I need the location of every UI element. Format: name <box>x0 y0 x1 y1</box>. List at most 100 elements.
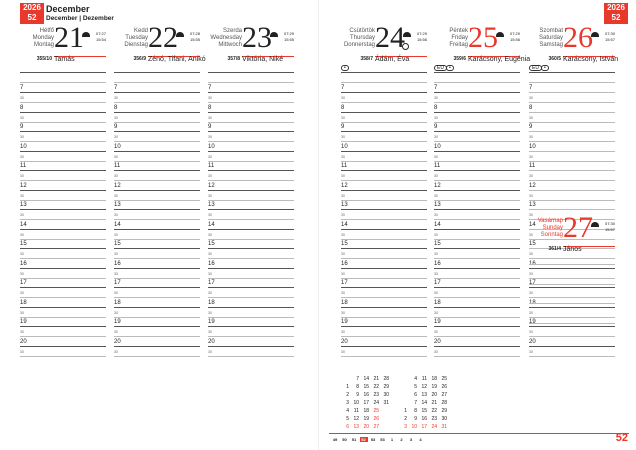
half-hour-line[interactable] <box>208 355 294 357</box>
half-hour-line[interactable] <box>341 141 427 142</box>
half-hour-line[interactable] <box>114 277 200 279</box>
hour-line[interactable] <box>529 267 615 269</box>
half-hour-line[interactable] <box>341 316 427 318</box>
half-hour-line[interactable] <box>341 199 427 201</box>
hour-line[interactable] <box>208 345 294 347</box>
half-hour-line[interactable] <box>434 121 520 123</box>
hour-line[interactable] <box>114 92 200 93</box>
half-hour-line[interactable] <box>208 277 294 279</box>
half-hour-line[interactable] <box>208 160 294 162</box>
half-hour-line[interactable] <box>529 199 615 201</box>
half-hour-line[interactable] <box>114 121 200 123</box>
note-line[interactable] <box>208 82 294 83</box>
half-hour-line[interactable] <box>20 180 106 181</box>
note-line[interactable] <box>341 82 427 83</box>
half-hour-line[interactable] <box>434 316 520 318</box>
note-line[interactable] <box>529 72 615 73</box>
half-hour-line[interactable] <box>114 102 200 103</box>
half-hour-line[interactable] <box>341 160 427 162</box>
hour-line[interactable] <box>434 189 520 191</box>
half-hour-line[interactable] <box>20 199 106 201</box>
hour-line[interactable] <box>208 267 294 269</box>
half-hour-line[interactable] <box>114 258 200 259</box>
half-hour-line[interactable] <box>20 141 106 142</box>
week-number[interactable]: 50 <box>342 437 347 442</box>
note-line[interactable] <box>529 131 615 132</box>
hour-line[interactable] <box>114 189 200 191</box>
note-line[interactable] <box>20 82 106 83</box>
hour-line[interactable] <box>208 131 294 132</box>
hour-line[interactable] <box>341 248 427 249</box>
half-hour-line[interactable] <box>341 238 427 240</box>
week-number[interactable]: 51 <box>351 437 357 442</box>
half-hour-line[interactable] <box>114 160 200 162</box>
note-line[interactable] <box>529 170 615 171</box>
half-hour-line[interactable] <box>114 141 200 142</box>
half-hour-line[interactable] <box>20 238 106 240</box>
hour-line[interactable] <box>114 111 200 113</box>
hour-line[interactable] <box>341 111 427 113</box>
note-line[interactable] <box>434 82 520 83</box>
hour-line[interactable] <box>341 287 427 288</box>
half-hour-line[interactable] <box>529 355 615 357</box>
hour-line[interactable] <box>114 267 200 269</box>
hour-line[interactable] <box>208 287 294 288</box>
hour-line[interactable] <box>20 111 106 113</box>
note-line[interactable] <box>529 228 615 230</box>
hour-line[interactable] <box>341 131 427 132</box>
half-hour-line[interactable] <box>341 336 427 337</box>
hour-line[interactable] <box>208 306 294 308</box>
half-hour-line[interactable] <box>341 180 427 181</box>
half-hour-line[interactable] <box>114 180 200 181</box>
half-hour-line[interactable] <box>208 141 294 142</box>
hour-line[interactable] <box>114 150 200 152</box>
note-line[interactable] <box>20 72 106 73</box>
half-hour-line[interactable] <box>20 316 106 318</box>
note-line[interactable] <box>208 72 294 73</box>
hour-line[interactable] <box>434 209 520 210</box>
hour-line[interactable] <box>529 345 615 347</box>
week-number[interactable]: 2 <box>400 437 403 442</box>
hour-line[interactable] <box>208 92 294 93</box>
note-line[interactable] <box>529 111 615 113</box>
half-hour-line[interactable] <box>208 102 294 103</box>
hour-line[interactable] <box>434 267 520 269</box>
hour-line[interactable] <box>434 111 520 113</box>
note-line[interactable] <box>341 72 427 73</box>
hour-line[interactable] <box>341 345 427 347</box>
note-line[interactable] <box>529 209 615 210</box>
hour-line[interactable] <box>434 345 520 347</box>
hour-line[interactable] <box>114 209 200 210</box>
half-hour-line[interactable] <box>114 355 200 357</box>
hour-line[interactable] <box>208 170 294 171</box>
half-hour-line[interactable] <box>208 336 294 337</box>
hour-line[interactable] <box>20 287 106 288</box>
half-hour-line[interactable] <box>114 219 200 220</box>
hour-line[interactable] <box>208 248 294 249</box>
half-hour-line[interactable] <box>529 258 615 259</box>
hour-line[interactable] <box>20 248 106 249</box>
hour-line[interactable] <box>341 306 427 308</box>
half-hour-line[interactable] <box>20 160 106 162</box>
half-hour-line[interactable] <box>434 102 520 103</box>
half-hour-line[interactable] <box>20 102 106 103</box>
hour-line[interactable] <box>434 170 520 171</box>
hour-line[interactable] <box>341 92 427 93</box>
half-hour-line[interactable] <box>529 141 615 142</box>
half-hour-line[interactable] <box>114 316 200 318</box>
hour-line[interactable] <box>341 150 427 152</box>
half-hour-line[interactable] <box>529 102 615 103</box>
half-hour-line[interactable] <box>434 238 520 240</box>
note-line[interactable] <box>114 82 200 83</box>
half-hour-line[interactable] <box>114 336 200 337</box>
hour-line[interactable] <box>20 228 106 230</box>
hour-line[interactable] <box>20 170 106 171</box>
hour-line[interactable] <box>434 248 520 249</box>
half-hour-line[interactable] <box>434 355 520 357</box>
hour-line[interactable] <box>114 248 200 249</box>
half-hour-line[interactable] <box>529 277 615 279</box>
note-line[interactable] <box>529 189 615 191</box>
half-hour-line[interactable] <box>20 297 106 298</box>
hour-line[interactable] <box>529 306 615 308</box>
hour-line[interactable] <box>434 306 520 308</box>
